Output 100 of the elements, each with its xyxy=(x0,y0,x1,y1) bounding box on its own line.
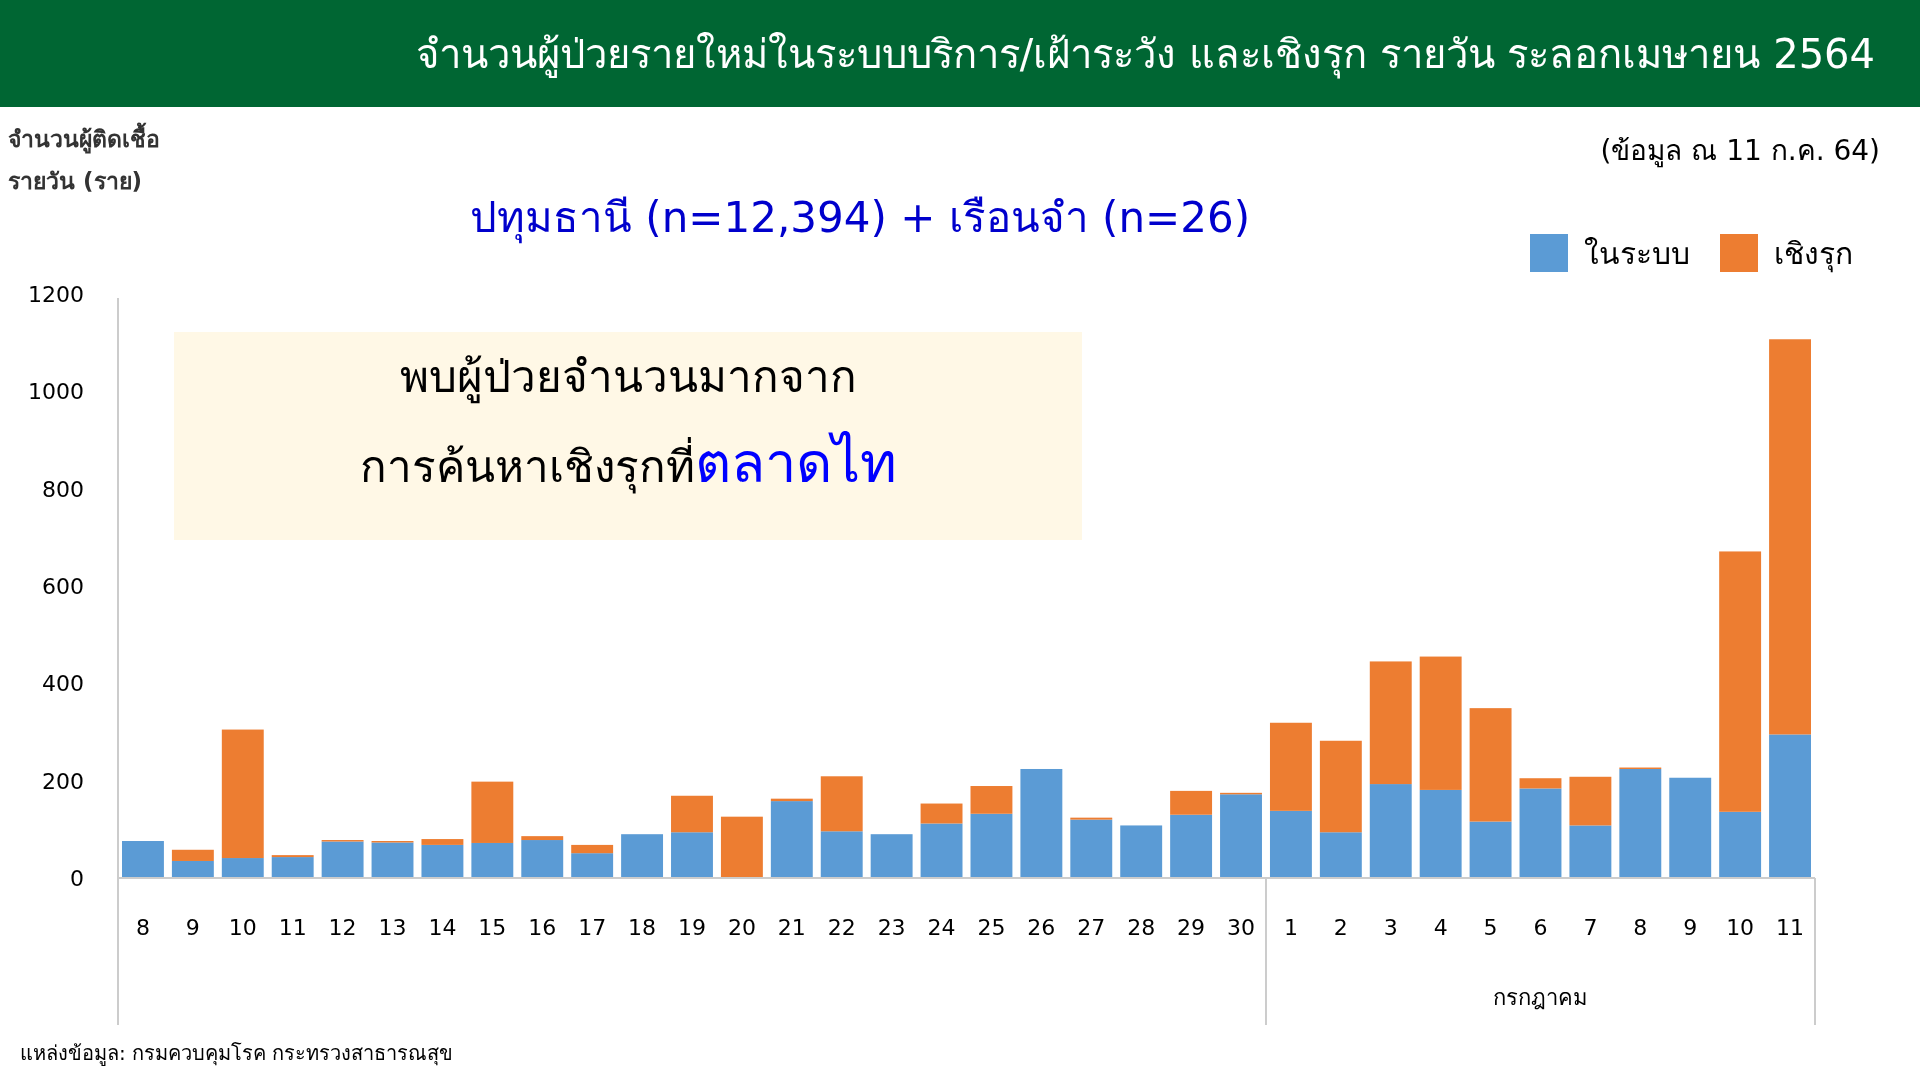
text: แหล่งข้อมูล: กรมควบคุมโรค กระทรวงสาธารณสุข xyxy=(20,1041,454,1066)
bar xyxy=(1519,788,1562,878)
bar xyxy=(1569,776,1612,826)
bar xyxy=(1170,814,1213,878)
y-tick-label: 600 xyxy=(42,574,84,599)
bar xyxy=(171,860,214,878)
y-tick-label: 800 xyxy=(42,476,84,502)
bar xyxy=(1319,832,1362,878)
x-tick-label: 11 xyxy=(1776,915,1805,940)
annotation: การค้นหาเชิงรุกที่ xyxy=(359,436,695,494)
x-tick-label: 29 xyxy=(1177,915,1206,940)
bar xyxy=(1170,790,1213,815)
bar xyxy=(671,795,713,833)
bar xyxy=(271,857,314,878)
bar xyxy=(1120,825,1163,878)
bar xyxy=(421,839,464,845)
x-tick-label: 21 xyxy=(777,915,806,940)
x-tick-label: 1 xyxy=(1283,915,1298,940)
x-tick-label: 14 xyxy=(428,915,457,940)
bar xyxy=(1369,661,1412,785)
bar xyxy=(970,786,1013,814)
bar xyxy=(1619,768,1662,878)
chart-subtitle: ปทุมธานี (n=12,394) + เรือนจำ (n=26) xyxy=(469,193,1251,244)
x-tick-label: 11 xyxy=(278,915,307,940)
bar xyxy=(371,842,414,878)
bar xyxy=(1419,789,1462,878)
x-tick-label: 15 xyxy=(478,915,507,940)
x-tick-label: 27 xyxy=(1077,915,1106,940)
y-tick-label: 400 xyxy=(42,671,84,697)
x-tick-label: 2 xyxy=(1333,915,1348,940)
x-tick-label: 13 xyxy=(378,915,407,940)
x-tick-label: 8 xyxy=(1633,915,1648,940)
x-tick-label: 9 xyxy=(1683,915,1698,940)
bar xyxy=(970,813,1013,878)
y-tick-label: 0 xyxy=(70,866,84,891)
y-tick-label: 200 xyxy=(42,768,84,794)
bar xyxy=(1469,708,1512,822)
bar xyxy=(820,831,863,878)
bar xyxy=(770,801,813,878)
x-tick-label: 5 xyxy=(1483,915,1498,940)
x-tick-label: 4 xyxy=(1433,915,1448,940)
x-tick-label: 19 xyxy=(677,915,706,940)
x-tick-label: 28 xyxy=(1127,915,1156,940)
legend-label: ในระบบ xyxy=(1584,236,1690,271)
bar xyxy=(1269,810,1312,878)
bar xyxy=(1020,768,1063,878)
bar xyxy=(171,849,214,861)
bar xyxy=(870,834,913,878)
x-tick-label: 26 xyxy=(1027,915,1056,940)
x-tick-label: 8 xyxy=(135,915,150,940)
x-tick-label: 24 xyxy=(927,915,956,940)
bar xyxy=(221,729,264,859)
bar xyxy=(1369,784,1412,878)
x-tick-label: 9 xyxy=(185,915,200,940)
legend-label: เชิงรุก xyxy=(1774,236,1853,273)
x-tick-label: 25 xyxy=(977,915,1006,940)
bar xyxy=(1419,656,1462,790)
annotation: พบผู้ป่วยจำนวนมากจาก xyxy=(399,351,857,404)
bar xyxy=(1519,778,1562,789)
bar xyxy=(521,840,564,878)
bar xyxy=(1769,734,1811,878)
bar xyxy=(471,842,514,878)
bar xyxy=(1269,722,1312,811)
x-tick-label: 3 xyxy=(1383,915,1398,940)
bar xyxy=(920,823,963,878)
bar xyxy=(321,841,364,878)
bar xyxy=(720,816,763,878)
y-tick-label: 1000 xyxy=(28,379,84,405)
bar xyxy=(221,858,264,878)
bar xyxy=(521,836,564,841)
bar xyxy=(621,834,664,878)
annotation: ตลาดไท xyxy=(694,430,897,495)
x-tick-label: 10 xyxy=(1726,915,1755,940)
x-tick-label: 10 xyxy=(228,915,257,940)
x-tick-label: 7 xyxy=(1583,915,1598,940)
x-tick-label: 6 xyxy=(1533,915,1548,940)
bar xyxy=(421,844,464,878)
bar xyxy=(671,832,713,878)
x-tick-label: 22 xyxy=(827,915,856,940)
bar xyxy=(471,781,514,843)
x-tick-label: 23 xyxy=(877,915,906,940)
bar xyxy=(1220,794,1262,878)
x-tick-label: 17 xyxy=(578,915,607,940)
bar xyxy=(122,841,164,878)
y-axis-title: จำนวนผู้ติดเชื้อรายวัน (ราย) xyxy=(8,121,161,196)
x-tick-label: 12 xyxy=(328,915,357,940)
bar xyxy=(1769,339,1811,735)
y-tick-label: 1200 xyxy=(28,282,84,307)
bar xyxy=(1669,777,1712,878)
bar xyxy=(1719,551,1762,812)
bar xyxy=(820,776,863,832)
x-tick-label: 18 xyxy=(628,915,657,940)
x-tick-label: 30 xyxy=(1227,915,1256,940)
bar xyxy=(571,853,614,878)
bar xyxy=(571,844,614,854)
text: (ข้อมูล ณ 11 ก.ค. 64) xyxy=(1600,134,1880,168)
bar xyxy=(1719,811,1762,878)
bar xyxy=(1070,819,1113,878)
chart-title: จำนวนผู้ป่วยรายใหม่ในระบบบริการ/เฝ้าระวัง และเชิงรุก รายวัน ระลอกเมษายน 2564 xyxy=(415,31,1875,79)
bar xyxy=(1569,825,1612,878)
